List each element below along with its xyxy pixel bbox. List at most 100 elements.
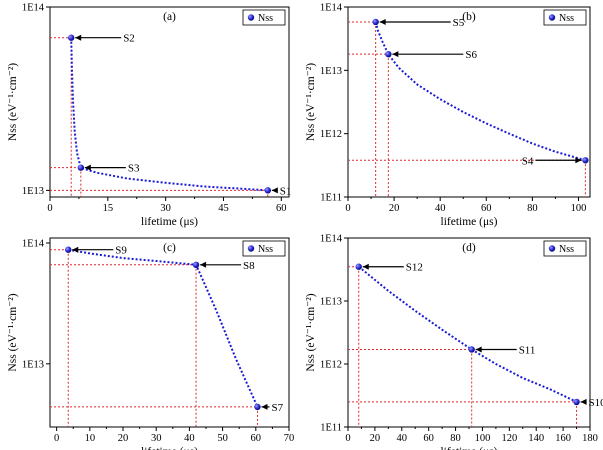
legend-label: Nss: [559, 244, 574, 255]
label-arrowhead: [200, 261, 207, 268]
point-label: S6: [465, 49, 477, 61]
y-tick-label: 1E11: [320, 193, 342, 204]
point-label: S8: [243, 260, 255, 272]
label-arrowhead: [84, 164, 91, 171]
label-arrowhead: [392, 51, 399, 58]
data-point: [264, 187, 271, 194]
legend-marker: [247, 245, 255, 252]
y-tick-label: 1E11: [320, 423, 342, 434]
y-axis-label: Nss (eV⁻¹·cm⁻²): [7, 293, 19, 371]
y-axis-label: Nss (eV⁻¹·cm⁻²): [305, 63, 317, 141]
y-tick-label: 1E13: [320, 297, 342, 308]
x-tick-label: 60: [276, 203, 287, 214]
x-tick-label: 30: [151, 433, 162, 444]
label-arrowhead: [261, 403, 268, 410]
point-label: S5: [453, 17, 465, 29]
plot-frame: [347, 6, 591, 198]
point-label: S7: [271, 402, 283, 414]
data-point: [65, 246, 72, 253]
data-point: [254, 403, 261, 411]
point-label: S9: [115, 245, 127, 257]
y-tick-label: 1E14: [320, 234, 343, 245]
label-arrowhead: [575, 157, 582, 164]
x-tick-label: 120: [501, 433, 517, 444]
legend-marker: [548, 245, 556, 252]
data-point: [192, 261, 200, 269]
legend-box: [242, 240, 286, 257]
x-tick-label: 40: [397, 433, 408, 444]
y-tick-label: 1E12: [320, 360, 342, 371]
x-tick-label: 30: [160, 203, 171, 214]
point-label: S11: [519, 344, 536, 356]
point-label: S2: [123, 33, 135, 45]
x-tick-label: 50: [217, 433, 228, 444]
y-axis-label: Nss (eV⁻¹·cm⁻²): [305, 293, 317, 371]
data-point: [372, 18, 379, 26]
label-arrowhead: [362, 263, 369, 270]
x-axis-label: lifetime (μs): [141, 216, 198, 228]
series-line: [68, 248, 259, 408]
legend-box: [242, 9, 286, 26]
legend-box: [543, 240, 587, 257]
chart-panel-1: 0 20 40 60 80 100 1E11 1E12 1E13 1E14 lifetime (μs…: [305, 3, 591, 228]
panel-label: (d): [462, 242, 476, 254]
x-tick-label: 15: [103, 203, 114, 214]
panel-label: (c): [163, 242, 176, 254]
x-tick-label: 45: [218, 203, 229, 214]
legend-label: Nss: [559, 13, 574, 24]
point-label: S10: [589, 397, 603, 409]
data-point: [582, 157, 589, 164]
panel-label: (b): [462, 11, 476, 23]
y-tick-label: 1E12: [320, 129, 342, 140]
data-point: [68, 34, 75, 41]
x-tick-label: 60: [481, 203, 492, 214]
y-tick-label: 1E13: [320, 66, 342, 77]
legend-marker: [247, 14, 255, 21]
legend-marker: [548, 14, 556, 21]
series-line: [358, 265, 578, 403]
x-axis-label: lifetime (μs): [441, 216, 498, 228]
x-tick-label: 40: [435, 203, 446, 214]
x-tick-label: 160: [555, 433, 571, 444]
data-point: [573, 398, 580, 406]
x-tick-label: 20: [118, 433, 129, 444]
y-tick-label: 1E13: [22, 359, 44, 370]
label-arrowhead: [271, 187, 278, 194]
x-tick-label: 80: [450, 433, 461, 444]
x-tick-label: 0: [345, 203, 350, 214]
x-tick-label: 100: [475, 433, 491, 444]
data-point: [385, 50, 392, 58]
x-tick-label: 70: [284, 433, 295, 444]
x-tick-label: 40: [184, 433, 195, 444]
x-tick-label: 100: [571, 203, 587, 214]
plot-frame: [49, 6, 290, 198]
x-tick-label: 0: [54, 433, 59, 444]
x-tick-label: 80: [527, 203, 538, 214]
x-tick-label: 10: [85, 433, 96, 444]
x-tick-label: 20: [389, 203, 400, 214]
data-point: [77, 164, 85, 171]
label-arrowhead: [580, 398, 587, 405]
y-tick-label: 1E14: [320, 3, 343, 14]
x-axis-label: lifetime (μs): [141, 446, 198, 450]
point-label: S4: [522, 155, 534, 167]
y-axis-label: Nss (eV⁻¹·cm⁻²): [7, 63, 19, 141]
legend-box: [543, 9, 587, 26]
y-tick-label: 1E14: [22, 239, 45, 250]
y-tick-label: 1E13: [22, 186, 44, 197]
plot-frame: [49, 237, 290, 428]
x-tick-label: 180: [582, 433, 598, 444]
chart-panel-3: 0 20 40 60 80 100 120 140 160 180 1E11 1E12 1E13 1E14…: [305, 234, 603, 450]
label-arrowhead: [475, 346, 482, 353]
chart-panel-0: 0 15 30 45 60 1E13 1E14 lifetime (μs) Nss (eV⁻¹·…: [7, 3, 291, 229]
y-tick-label: 1E14: [22, 3, 45, 14]
label-arrowhead: [72, 246, 79, 253]
x-tick-label: 0: [47, 203, 52, 214]
x-tick-label: 0: [345, 433, 350, 444]
data-point: [355, 263, 362, 270]
data-point: [468, 346, 475, 353]
point-label: S3: [128, 163, 140, 175]
x-axis-label: lifetime (μs): [441, 446, 498, 450]
x-tick-label: 60: [423, 433, 434, 444]
label-arrowhead: [379, 18, 386, 25]
